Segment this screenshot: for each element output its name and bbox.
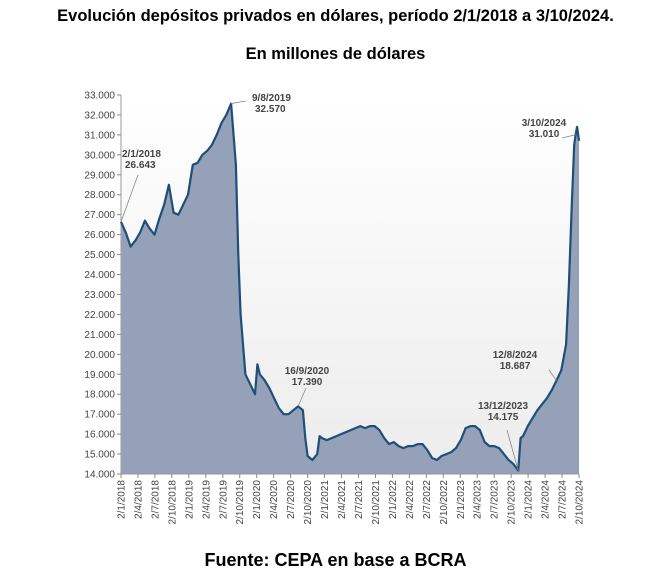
x-tick-label: 2/7/2024 — [558, 480, 569, 519]
y-axis: 14.000 15.000 16.000 17.000 18.000 19.000 20.0… — [84, 91, 122, 481]
x-tick-label: 2/1/2022 — [388, 480, 399, 519]
x-tick-label: 2/10/2023 — [507, 480, 518, 525]
x-tick-label: 2/4/2020 — [269, 480, 280, 519]
x-tick-label: 2/7/2018 — [150, 480, 161, 519]
chart-subtitle: En millones de dólares — [245, 45, 426, 63]
x-tick-label: 2/10/2021 — [371, 480, 382, 525]
x-tick-label: 2/7/2023 — [490, 480, 501, 519]
x-tick-label: 2/7/2022 — [422, 480, 433, 519]
annotation-date: 2/1/2018 — [122, 149, 161, 160]
x-tick-label: 2/4/2022 — [405, 480, 416, 519]
x-tick-label: 2/10/2019 — [235, 480, 246, 525]
annotation-value: 14.175 — [488, 412, 519, 423]
annotation-value: 17.390 — [292, 377, 323, 388]
annotation-leader — [231, 100, 247, 104]
annotation-date: 3/10/2024 — [522, 118, 567, 129]
y-tick-label: 15.000 — [84, 450, 115, 461]
y-tick-label: 18.000 — [84, 390, 115, 401]
annotation-date: 13/12/2023 — [478, 401, 528, 412]
y-tick-label: 21.000 — [84, 330, 115, 341]
x-tick-label: 2/7/2021 — [354, 480, 365, 519]
y-tick-label: 26.000 — [84, 230, 115, 241]
y-tick-label: 22.000 — [84, 310, 115, 321]
annotation-date: 12/8/2024 — [493, 350, 538, 361]
annotation-date: 16/9/2020 — [285, 366, 330, 377]
x-tick-label: 2/1/2018 — [117, 480, 128, 519]
x-tick-label: 2/10/2020 — [303, 480, 314, 525]
y-tick-label: 25.000 — [84, 250, 115, 261]
x-tick-label: 2/1/2020 — [252, 480, 263, 519]
annotation-leader — [120, 174, 139, 222]
y-tick-label: 20.000 — [84, 350, 115, 361]
x-tick-label: 2/4/2018 — [133, 480, 144, 519]
y-tick-label: 30.000 — [84, 150, 115, 161]
x-tick-label: 2/4/2019 — [201, 480, 212, 519]
x-tick-label: 2/7/2020 — [286, 480, 297, 519]
annotation-date: 9/8/2019 — [252, 93, 291, 104]
x-tick-label: 2/1/2023 — [456, 480, 467, 519]
x-tick-label: 2/4/2023 — [473, 480, 484, 519]
x-tick-label: 2/1/2019 — [184, 480, 195, 519]
x-tick-label: 2/10/2018 — [167, 480, 178, 525]
annotation-leader — [561, 134, 576, 139]
annotation-leader — [506, 429, 519, 471]
annotation-value: 26.643 — [125, 160, 156, 171]
x-tick-label: 2/1/2024 — [524, 480, 535, 519]
annotation-value: 31.010 — [529, 129, 560, 140]
y-tick-label: 14.000 — [84, 470, 115, 481]
y-tick-label: 27.000 — [84, 210, 115, 221]
x-tick-label: 2/10/2022 — [439, 480, 450, 525]
annotation-value: 18.687 — [500, 361, 531, 372]
annotation-leader — [548, 369, 557, 381]
series-line — [119, 102, 581, 472]
x-axis: 2/1/2018 2/4/2018 2/7/2018 2/10/2018 2/1/201… — [117, 474, 586, 525]
y-tick-label: 23.000 — [84, 290, 115, 301]
y-tick-label: 16.000 — [84, 430, 115, 441]
y-tick-label: 28.000 — [84, 190, 115, 201]
series-area — [121, 103, 579, 474]
y-tick-label: 32.000 — [84, 110, 115, 121]
x-tick-label: 2/4/2021 — [337, 480, 348, 519]
y-tick-label: 31.000 — [84, 130, 115, 141]
x-tick-label: 2/1/2021 — [320, 480, 331, 519]
x-tick-label: 2/10/2024 — [575, 480, 586, 525]
source-note: Fuente: CEPA en base a BCRA — [204, 550, 467, 570]
chart-title: Evolución depósitos privados en dólares,… — [57, 7, 614, 25]
x-tick-label: 2/4/2024 — [541, 480, 552, 519]
y-tick-label: 17.000 — [84, 410, 115, 421]
annotation-leader — [297, 387, 307, 407]
y-tick-label: 19.000 — [84, 370, 115, 381]
y-tick-label: 33.000 — [84, 91, 115, 102]
annotation-value: 32.570 — [255, 104, 286, 115]
x-tick-label: 2/7/2019 — [218, 480, 229, 519]
y-tick-label: 24.000 — [84, 270, 115, 281]
y-tick-label: 29.000 — [84, 170, 115, 181]
